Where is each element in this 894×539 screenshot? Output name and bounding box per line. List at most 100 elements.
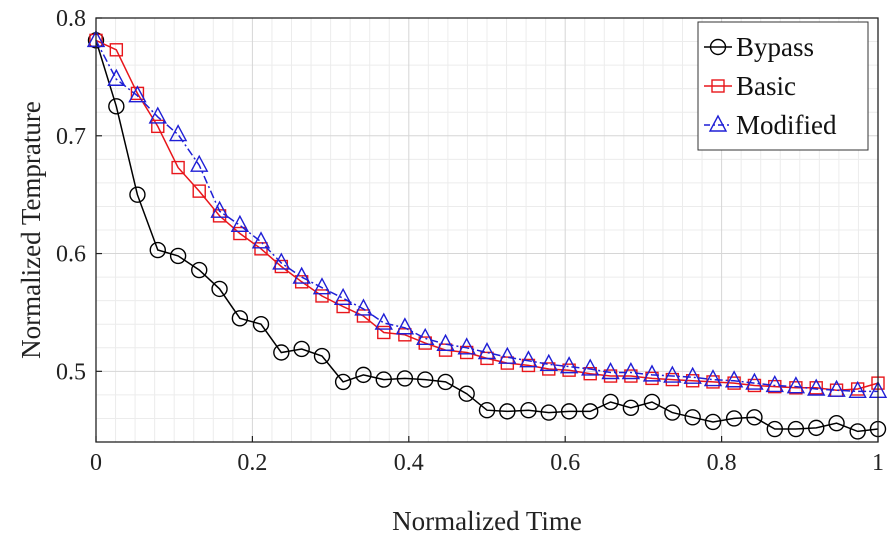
modified-point (539, 353, 558, 371)
modified-point (168, 124, 188, 142)
bypass-point (787, 420, 805, 438)
bypass-point (746, 409, 763, 426)
bypass-point (560, 403, 578, 420)
modified-point (745, 372, 764, 390)
bypass-point (582, 403, 599, 420)
bypass-point (211, 280, 228, 298)
modified-point (765, 374, 784, 393)
basic-point (356, 309, 371, 323)
bypass-point (252, 316, 270, 333)
modified-point (827, 379, 846, 397)
modified-point (374, 312, 393, 330)
modified-point (581, 358, 600, 376)
series-bypass (87, 32, 887, 440)
modified-point (477, 342, 497, 360)
legend-label-modified: Modified (736, 110, 837, 140)
bypass-point (602, 393, 619, 411)
modified-point (128, 85, 147, 103)
legend-marker-modified (708, 114, 728, 132)
series-line-modified (95, 40, 878, 393)
x-axis-title: Normalized Time (392, 506, 582, 536)
basic-point (377, 325, 391, 340)
modified-point (416, 327, 435, 346)
bypass-point (808, 419, 825, 437)
bypass-point (664, 404, 681, 421)
modified-point (333, 287, 353, 306)
bypass-point (704, 413, 722, 431)
bypass-point (129, 186, 146, 203)
bypass-point (458, 385, 475, 402)
basic-point (418, 336, 432, 350)
modified-point (230, 214, 250, 232)
modified-point (663, 365, 682, 383)
basic-point (583, 366, 597, 381)
basic-point (294, 275, 309, 289)
bypass-point (375, 371, 392, 388)
bypass-point (540, 404, 557, 421)
basic-point (109, 43, 124, 57)
bypass-point (169, 247, 187, 265)
bypass-point (334, 373, 352, 391)
modified-point (703, 369, 723, 387)
modified-point (107, 68, 126, 86)
modified-point (395, 317, 415, 335)
modified-point (292, 266, 311, 284)
bypass-point (766, 420, 783, 438)
bypass-point (437, 373, 454, 391)
modified-point (559, 356, 579, 374)
modified-point (354, 298, 373, 316)
bypass-point (684, 409, 701, 426)
y-axis-title: Normalized Temprature (16, 101, 46, 359)
bypass-point (643, 393, 661, 411)
bypass-point (313, 347, 331, 365)
basic-point (459, 345, 474, 360)
basic-point (151, 119, 165, 134)
legend-marker-bypass (709, 38, 727, 56)
basic-point (809, 381, 823, 395)
x-tick-label: 1 (872, 450, 884, 476)
bypass-point (849, 423, 866, 440)
x-tick-label: 0.4 (394, 450, 424, 476)
bypass-point (355, 366, 372, 384)
y-tick-label: 0.5 (56, 359, 86, 385)
basic-point (233, 226, 247, 241)
modified-point (621, 362, 641, 380)
plot-frame (95, 17, 879, 443)
bypass-point (273, 344, 290, 361)
modified-point (642, 364, 662, 382)
modified-point (312, 277, 332, 295)
bypass-point (478, 402, 496, 419)
modified-point (683, 366, 702, 384)
basic-point (315, 289, 329, 303)
bypass-point (108, 98, 125, 115)
modified-point (498, 346, 517, 364)
bypass-point (191, 261, 208, 279)
x-tick-label: 0.8 (707, 450, 737, 476)
legend-marker-basic (711, 79, 725, 93)
basic-point (171, 160, 185, 175)
modified-point (457, 337, 476, 355)
legend: Bypass Basic Modified (697, 21, 869, 151)
modified-point (786, 376, 806, 394)
bypass-point (293, 340, 310, 358)
bypass-point (231, 310, 249, 327)
x-tick-label: 0.6 (550, 450, 580, 476)
bypass-point (520, 402, 537, 419)
basic-point (521, 358, 536, 373)
modified-point (436, 333, 455, 351)
bypass-point (725, 410, 743, 427)
modified-point (807, 378, 826, 396)
bypass-point (828, 414, 845, 432)
x-tick-label: 0 (90, 450, 102, 476)
modified-point (724, 370, 744, 388)
modified-point (601, 362, 620, 380)
modified-point (190, 154, 209, 172)
tick-labels: 0 0.2 0.4 0.6 0.8 1 0.5 0.6 0.7 0.8 (56, 6, 884, 476)
legend-label-bypass: Bypass (736, 32, 814, 62)
x-tick-label: 0.2 (237, 450, 267, 476)
y-tick-label: 0.7 (56, 124, 86, 150)
bypass-point (149, 241, 166, 259)
modified-point (519, 350, 538, 368)
modified-point (210, 200, 229, 218)
